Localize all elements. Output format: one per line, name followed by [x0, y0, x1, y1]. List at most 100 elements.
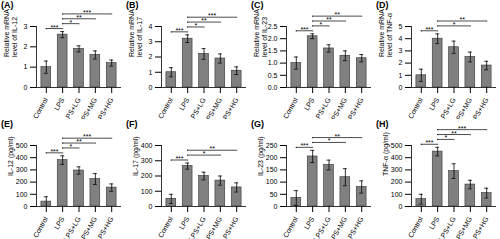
svg-text:100: 100 — [16, 191, 28, 198]
svg-text:LPS: LPS — [428, 96, 441, 111]
svg-text:*: * — [69, 19, 72, 26]
svg-text:0: 0 — [149, 84, 153, 91]
svg-text:Control: Control — [157, 96, 175, 119]
svg-text:1.0: 1.0 — [268, 59, 278, 66]
svg-text:Control: Control — [407, 215, 425, 238]
svg-text:100: 100 — [266, 178, 278, 185]
svg-text:1: 1 — [149, 68, 153, 75]
svg-text:*: * — [453, 21, 456, 28]
svg-text:Relative mRNAlevel of IL-17: Relative mRNAlevel of IL-17 — [128, 9, 143, 57]
svg-text:2: 2 — [149, 53, 153, 60]
svg-text:300: 300 — [141, 157, 153, 164]
svg-text:**: ** — [76, 14, 82, 21]
svg-text:IL-17 (pg/ml): IL-17 (pg/ml) — [132, 136, 140, 176]
svg-text:200: 200 — [141, 172, 153, 179]
svg-text:***: *** — [425, 139, 433, 146]
svg-text:300: 300 — [16, 166, 28, 173]
svg-text:4: 4 — [149, 23, 153, 30]
svg-text:LPS+LG: LPS+LG — [187, 216, 206, 239]
svg-text:3: 3 — [399, 47, 403, 54]
svg-text:0: 0 — [24, 84, 28, 91]
svg-text:LPS+LG: LPS+LG — [62, 216, 81, 239]
svg-text:LPS: LPS — [303, 96, 316, 111]
svg-text:2: 2 — [399, 59, 403, 66]
svg-text:**: ** — [209, 145, 215, 152]
svg-text:LPS+MG: LPS+MG — [328, 216, 348, 239]
svg-text:0: 0 — [24, 203, 28, 210]
svg-text:0: 0 — [399, 203, 403, 210]
svg-text:***: *** — [425, 26, 433, 33]
svg-text:LPS+HG: LPS+HG — [345, 216, 365, 239]
svg-text:**: ** — [201, 17, 207, 24]
svg-text:LPS+LG: LPS+LG — [437, 216, 456, 239]
svg-text:LPS+HG: LPS+HG — [470, 216, 490, 239]
svg-text:***: *** — [50, 148, 58, 155]
svg-text:5: 5 — [399, 23, 403, 30]
svg-text:Control: Control — [32, 96, 50, 119]
svg-text:3: 3 — [149, 38, 153, 45]
svg-text:300: 300 — [391, 166, 403, 173]
svg-text:0: 0 — [399, 84, 403, 91]
svg-text:**: ** — [334, 11, 340, 18]
svg-text:LPS: LPS — [53, 96, 66, 111]
svg-text:Relative mRNAlevel of TNF-α: Relative mRNAlevel of TNF-α — [378, 9, 393, 57]
svg-text:LPS+LG: LPS+LG — [312, 216, 331, 239]
svg-text:400: 400 — [16, 154, 28, 161]
svg-text:**: ** — [334, 133, 340, 140]
svg-text:LPS+MG: LPS+MG — [203, 216, 223, 239]
svg-text:Control: Control — [157, 215, 175, 238]
svg-text:150: 150 — [266, 166, 278, 173]
svg-text:**: ** — [451, 130, 457, 137]
svg-text:***: *** — [175, 27, 183, 34]
svg-text:***: *** — [83, 9, 91, 16]
svg-text:***: *** — [50, 24, 58, 31]
svg-text:2.0: 2.0 — [268, 35, 278, 42]
svg-text:2.5: 2.5 — [268, 23, 278, 30]
svg-text:0: 0 — [274, 203, 278, 210]
svg-text:100: 100 — [141, 187, 153, 194]
svg-text:2: 2 — [24, 43, 28, 50]
svg-text:***: *** — [208, 12, 216, 19]
svg-text:*: * — [69, 143, 72, 150]
svg-text:***: *** — [83, 133, 91, 140]
svg-text:Relative mRNAlevel of IL-23: Relative mRNAlevel of IL-23 — [253, 9, 268, 57]
svg-text:200: 200 — [266, 154, 278, 161]
svg-text:LPS+MG: LPS+MG — [78, 216, 98, 239]
svg-text:3: 3 — [24, 23, 28, 30]
svg-text:Control: Control — [282, 96, 300, 119]
svg-text:IL-23 (pg/ml): IL-23 (pg/ml) — [257, 136, 265, 176]
svg-text:***: *** — [300, 142, 308, 149]
svg-text:LPS: LPS — [53, 215, 66, 230]
svg-text:***: *** — [458, 125, 466, 132]
svg-text:**: ** — [459, 16, 465, 23]
svg-text:*: * — [444, 134, 447, 141]
svg-text:400: 400 — [391, 154, 403, 161]
svg-text:LPS+MG: LPS+MG — [453, 216, 473, 239]
svg-text:Control: Control — [32, 215, 50, 238]
svg-text:1: 1 — [399, 72, 403, 79]
svg-text:1: 1 — [24, 63, 28, 70]
svg-text:0.5: 0.5 — [268, 72, 278, 79]
svg-text:400: 400 — [141, 142, 153, 149]
svg-text:0: 0 — [149, 203, 153, 210]
svg-text:0.0: 0.0 — [268, 84, 278, 91]
svg-text:*: * — [203, 150, 206, 157]
svg-text:250: 250 — [266, 142, 278, 149]
svg-text:200: 200 — [391, 178, 403, 185]
svg-text:200: 200 — [16, 178, 28, 185]
svg-text:500: 500 — [391, 142, 403, 149]
svg-text:*: * — [328, 137, 331, 144]
svg-text:LPS: LPS — [303, 215, 316, 230]
svg-text:LPS+HG: LPS+HG — [95, 216, 115, 239]
svg-text:Control: Control — [282, 215, 300, 238]
svg-text:LPS+HG: LPS+HG — [220, 216, 240, 239]
svg-text:LPS: LPS — [178, 96, 191, 111]
svg-text:*: * — [194, 22, 197, 29]
svg-text:50: 50 — [270, 191, 278, 198]
svg-text:IL-12 (pg/ml): IL-12 (pg/ml) — [7, 136, 15, 176]
svg-text:4: 4 — [399, 35, 403, 42]
svg-text:**: ** — [326, 16, 332, 23]
svg-text:LPS: LPS — [428, 215, 441, 230]
svg-text:LPS: LPS — [178, 215, 191, 230]
svg-text:**: ** — [76, 138, 82, 145]
